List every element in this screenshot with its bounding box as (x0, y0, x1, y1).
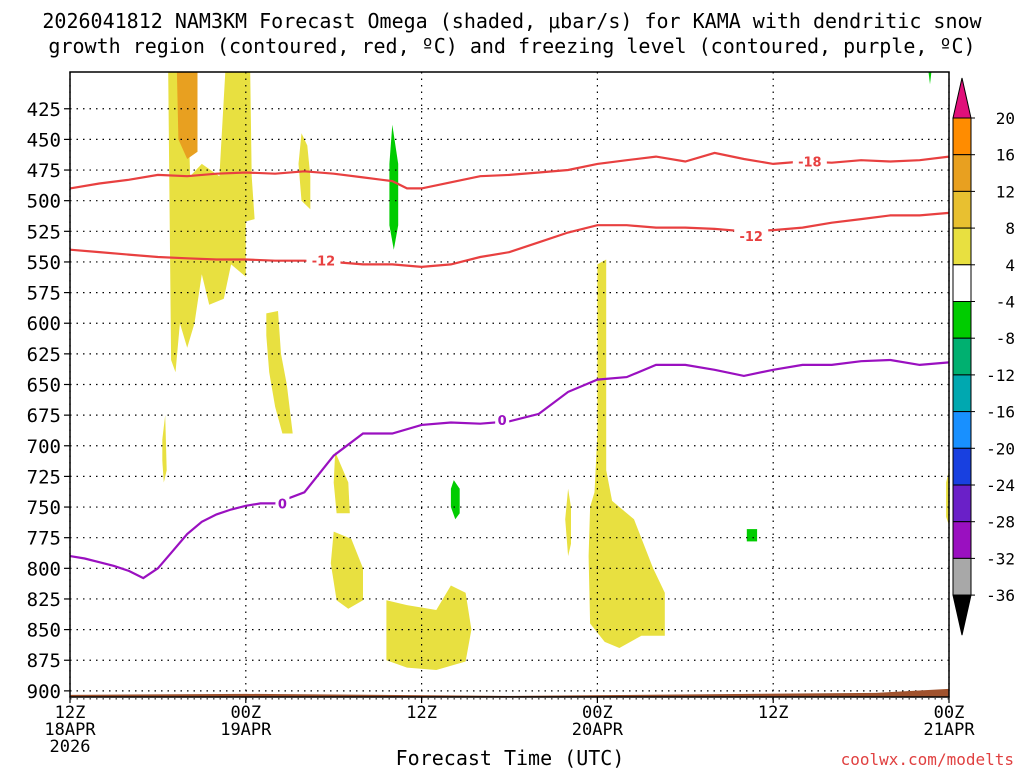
contour-line-2 (69, 358, 950, 580)
contour-line-1 (69, 211, 950, 269)
legend-label-9: -20 (986, 439, 1015, 458)
legend-swatch-0 (952, 117, 972, 156)
y-tick-label-18: 875 (27, 650, 61, 672)
legend-swatch-4 (952, 264, 972, 302)
legend-swatch-10 (952, 484, 972, 523)
y-tick-label-4: 525 (27, 221, 61, 243)
contour-label-bg-0 (792, 153, 827, 170)
contour-label-1: -12 (739, 230, 763, 245)
y-tick-label-5: 550 (27, 252, 61, 274)
y-tick-label-11: 700 (27, 436, 61, 458)
y-tick-label-12: 725 (27, 466, 61, 488)
credit-text: coolwx.com/modelts (841, 750, 1014, 768)
omega-region-3 (266, 311, 293, 434)
x-tick-label-3-0: 00Z (582, 703, 613, 723)
contour-label-0: -18 (798, 155, 822, 170)
legend-label-5: -4 (996, 293, 1015, 312)
omega-region-11 (389, 124, 399, 250)
y-tick-label-3: 500 (27, 191, 61, 213)
legend-swatch-2 (952, 190, 972, 229)
x-tick-label-0-0: 12Z (55, 703, 86, 723)
color-legend: 20 16 12 8 4 -4 -8 -12 -16 -20 -24 -28 -32 -36 (952, 77, 1015, 636)
legend-label-7: -12 (986, 366, 1015, 385)
legend-swatch-9 (952, 447, 972, 486)
legend-label-12: -32 (986, 549, 1015, 568)
legend-label-4: 4 (1005, 256, 1015, 275)
x-tick-label-5-0: 00Z (934, 703, 965, 723)
terrain-band (70, 688, 949, 700)
omega-region-1 (176, 72, 198, 159)
terrain-fill (70, 688, 949, 697)
legend-label-1: 16 (996, 146, 1015, 165)
legend-label-13: -36 (986, 586, 1015, 605)
chart-title-line1: 2026041812 NAM3KM Forecast Omega (shaded… (42, 9, 982, 33)
omega-region-13 (746, 529, 758, 542)
legend-top-arrow (952, 77, 972, 119)
legend-label-2: 12 (996, 182, 1015, 201)
plot-area: -18 -12 -12 0 0 (69, 71, 950, 700)
contour-label-3: 0 (278, 497, 287, 512)
legend-bottom-arrow (952, 594, 972, 636)
contour-label-4: 0 (498, 414, 507, 429)
chart-title-line2: growth region (contoured, red, ºC) and f… (48, 34, 975, 58)
legend-swatch-6 (952, 337, 972, 376)
y-tick-label-1: 450 (27, 129, 61, 151)
y-tick-label-19: 900 (27, 681, 61, 703)
y-axis: 425 450 475 500 525 550 575 600 625 650 675 700 725 7… (27, 99, 70, 703)
omega-region-8 (588, 259, 665, 648)
x-tick-label-5-1: 21APR (923, 720, 975, 740)
contour-label-2: -12 (312, 255, 336, 270)
y-tick-label-8: 625 (27, 344, 61, 366)
omega-region-0 (168, 72, 255, 373)
y-tick-label-10: 675 (27, 405, 61, 427)
x-tick-label-4-0: 12Z (758, 703, 789, 723)
legend-swatch-11 (952, 521, 972, 559)
legend-swatch-1 (952, 154, 972, 192)
omega-region-4 (162, 415, 167, 483)
y-tick-label-7: 600 (27, 313, 61, 335)
omega-shading (162, 72, 949, 670)
legend-label-11: -28 (986, 513, 1015, 532)
legend-swatch-12 (952, 557, 972, 596)
y-tick-label-14: 775 (27, 528, 61, 550)
temperature-contours: -18 -12 -12 0 0 (69, 151, 950, 580)
omega-region-5 (333, 451, 350, 514)
contour-label-bg-4 (495, 412, 510, 429)
omega-region-12 (450, 480, 460, 520)
legend-label-6: -8 (996, 329, 1015, 348)
y-tick-label-6: 575 (27, 283, 61, 305)
x-tick-label-1-1: 19APR (220, 720, 272, 740)
legend-label-0: 20 (996, 109, 1015, 128)
x-tick-label-2-0: 12Z (406, 703, 437, 723)
legend-label-8: -16 (986, 403, 1015, 422)
legend-swatch-5 (952, 301, 972, 339)
contour-label-bg-1 (734, 228, 769, 245)
legend-label-10: -24 (986, 476, 1015, 495)
y-tick-label-17: 850 (27, 620, 61, 642)
y-tick-label-13: 750 (27, 497, 61, 519)
omega-region-6 (330, 531, 363, 609)
x-tick-label-1-0: 00Z (230, 703, 261, 723)
legend-label-3: 8 (1005, 219, 1015, 238)
omega-region-9 (565, 488, 571, 557)
x-axis-label: Forecast Time (UTC) (396, 746, 625, 768)
legend-swatch-3 (952, 227, 972, 266)
x-tick-label-3-1: 20APR (572, 720, 624, 740)
omega-region-7 (386, 585, 472, 670)
x-tick-label-0-2: 2026 (50, 737, 91, 757)
legend-swatch-8 (952, 411, 972, 449)
y-tick-label-2: 475 (27, 160, 61, 182)
y-tick-label-0: 425 (27, 99, 61, 121)
y-tick-label-16: 825 (27, 589, 61, 611)
contour-label-bg-2 (306, 252, 341, 269)
omega-region-14 (928, 72, 932, 85)
y-tick-label-9: 650 (27, 375, 61, 397)
legend-swatch-7 (952, 374, 972, 413)
y-tick-label-15: 800 (27, 558, 61, 580)
contour-label-bg-3 (275, 495, 290, 512)
x-tick-label-0-1: 18APR (44, 720, 96, 740)
